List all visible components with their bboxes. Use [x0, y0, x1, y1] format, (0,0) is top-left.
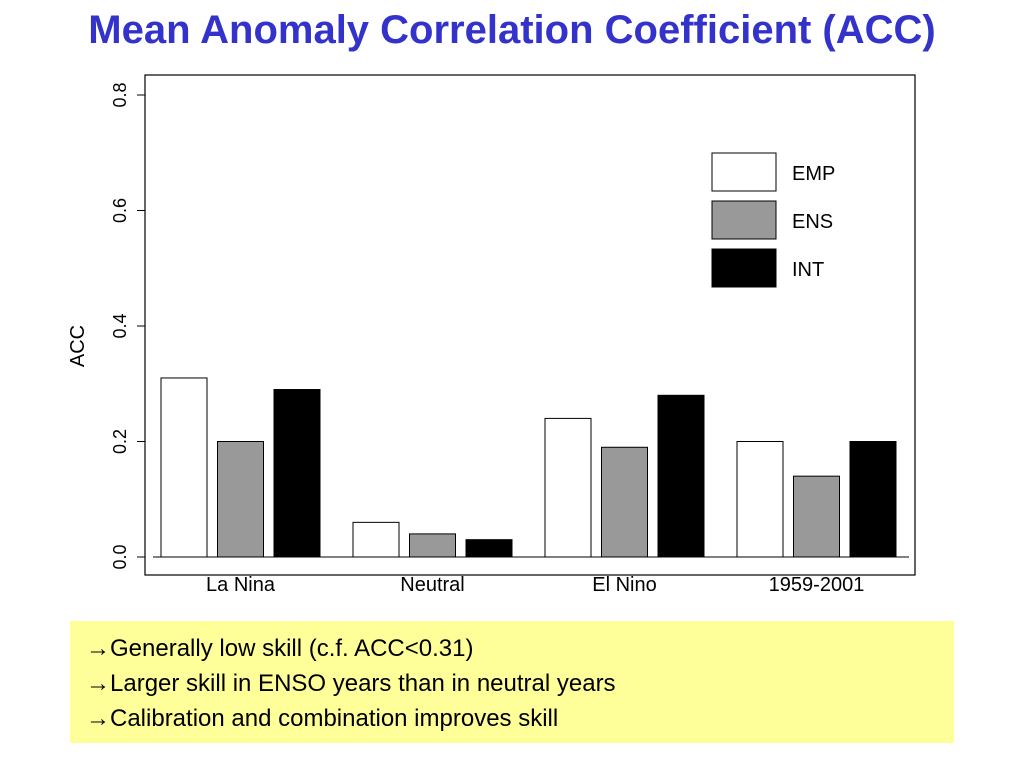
note-line-2: →Larger skill in ENSO years than in neut…: [86, 666, 954, 701]
bar-emp-la-nina: [160, 377, 208, 558]
bar-emp-1959-2001: [736, 441, 784, 558]
y-ticks: 0.0 0.2 0.4 0.6 0.8: [110, 82, 145, 570]
note-line-1: →Generally low skill (c.f. ACC<0.31): [86, 631, 954, 666]
bar-int-el-nino: [657, 394, 705, 558]
legend-swatch-emp: [711, 152, 777, 192]
bar-emp-el-nino: [544, 417, 592, 558]
y-tick-label: 0.8: [110, 82, 130, 107]
legend: EMP ENS INT: [711, 152, 835, 288]
bar-ens-el-nino: [601, 446, 648, 558]
y-axis-title: ACC: [67, 325, 89, 367]
legend-label-int: INT: [792, 259, 824, 281]
legend-swatch-ens: [711, 200, 777, 240]
note-text: Larger skill in ENSO years than in neutr…: [110, 670, 616, 697]
arrow-icon: →: [86, 705, 110, 732]
note-text: Calibration and combination improves ski…: [110, 705, 559, 732]
y-tick-label: 0.6: [110, 198, 130, 223]
bar-ens-neutral: [409, 533, 456, 558]
x-category-label: La Nina: [206, 574, 276, 596]
bar-int-1959-2001: [849, 441, 897, 558]
bar-emp-neutral: [352, 521, 400, 558]
notes-box: →Generally low skill (c.f. ACC<0.31) →La…: [70, 621, 954, 743]
acc-bar-chart: 0.0 0.2 0.4 0.6 0.8 ACC La Nina Neutral El Nin…: [67, 74, 916, 596]
y-tick-label: 0.0: [110, 544, 130, 569]
arrow-icon: →: [86, 670, 110, 697]
bar-ens-la-nina: [217, 441, 264, 558]
y-tick-label: 0.2: [110, 429, 130, 454]
legend-swatch-int: [711, 248, 777, 288]
note-text: Generally low skill (c.f. ACC<0.31): [110, 635, 474, 662]
x-labels: La Nina Neutral El Nino 1959-2001: [206, 574, 864, 596]
x-category-label: Neutral: [400, 574, 464, 596]
slide-title: Mean Anomaly Correlation Coefficient (AC…: [88, 8, 936, 52]
legend-label-emp: EMP: [792, 163, 835, 185]
arrow-icon: →: [86, 635, 110, 662]
bar-int-neutral: [465, 539, 513, 558]
note-line-3: →Calibration and combination improves sk…: [86, 701, 954, 736]
y-tick-label: 0.4: [110, 313, 130, 338]
legend-label-ens: ENS: [792, 211, 833, 233]
bars: [160, 377, 897, 558]
bar-int-la-nina: [273, 389, 321, 558]
bar-ens-1959-2001: [793, 475, 840, 558]
x-category-label: El Nino: [592, 574, 656, 596]
x-category-label: 1959-2001: [769, 574, 865, 596]
